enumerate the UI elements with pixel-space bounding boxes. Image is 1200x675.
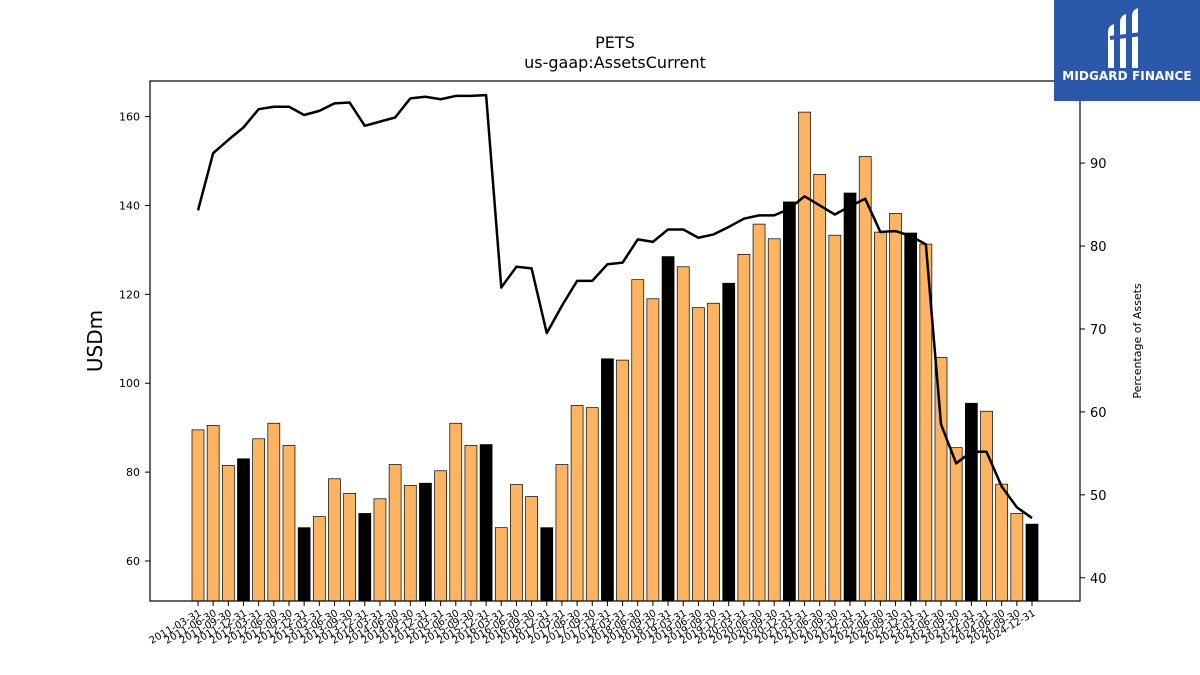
y-axis-label: USDm: [83, 310, 107, 372]
bar-2013-12-31: [358, 513, 372, 602]
bar-2014-03-31: [373, 498, 387, 602]
bar-2020-12-31: [783, 201, 796, 602]
y2-axis-label: Percentage of Assets: [1131, 283, 1144, 399]
bar-2021-06-30: [813, 173, 827, 602]
bar-2011-06-30: [206, 425, 220, 602]
brand-logo: MIDGARD FINANCE: [1054, 0, 1200, 101]
y-tick-label-160: 160: [119, 111, 140, 124]
bar-2024-09-30: [1010, 513, 1024, 602]
bar-2015-12-31: [479, 444, 493, 602]
bar-2011-09-30: [221, 465, 235, 602]
bar-2019-06-30: [692, 307, 705, 602]
bar-2018-06-30: [631, 279, 645, 602]
bar-2014-06-30: [388, 464, 402, 602]
bar-2012-06-30: [267, 422, 281, 602]
y2-tick-label-60: 60: [1090, 406, 1107, 421]
bar-2012-12-31: [297, 527, 311, 602]
bar-2020-06-30: [752, 223, 766, 602]
bar-2018-12-31: [661, 256, 675, 602]
line-series-percentage-of-assets: [196, 93, 1033, 520]
y-tick-label-60: 60: [126, 555, 140, 568]
bar-2021-03-31: [798, 111, 811, 602]
bar-2024-06-30: [995, 483, 1009, 602]
bar-2022-06-30: [874, 231, 887, 602]
bar-2024-12-31: [1025, 523, 1039, 602]
bar-2021-12-31: [843, 192, 857, 602]
bar-2019-09-30: [707, 302, 720, 602]
bar-2016-06-30: [510, 484, 523, 602]
bars-layer: [191, 111, 1039, 602]
bar-2023-09-30: [949, 447, 963, 602]
bar-2021-09-30: [828, 234, 842, 602]
bar-2019-12-31: [722, 282, 736, 602]
y-tick-label-80: 80: [126, 466, 140, 479]
bar-2023-06-30: [934, 357, 948, 602]
y-tick-label-100: 100: [119, 377, 140, 390]
y2-tick-label-80: 80: [1090, 240, 1107, 255]
plot-frame: [149, 80, 1081, 602]
bar-2016-09-30: [525, 496, 538, 602]
bar-2024-03-31: [980, 410, 993, 602]
bar-2019-03-31: [676, 266, 690, 602]
y2-tick-label-70: 70: [1090, 323, 1107, 338]
bar-2016-03-31: [494, 527, 508, 602]
bar-2017-09-30: [585, 407, 599, 602]
bar-2013-03-31: [312, 516, 326, 602]
y-axis-left: 60 80 100 120 140 160: [119, 111, 150, 568]
bar-2022-12-31: [904, 232, 918, 602]
midgard-bars-logo-icon: [1108, 8, 1143, 68]
bar-2020-03-31: [737, 253, 751, 602]
bar-2017-06-30: [570, 405, 584, 602]
x-axis: 2011-03-312011-06-302011-09-302011-12-31…: [148, 601, 1038, 647]
bar-2016-12-31: [540, 527, 554, 602]
bar-2012-09-30: [282, 445, 296, 602]
bar-2014-12-31: [419, 482, 432, 602]
chart-title: PETS: [595, 33, 635, 52]
bar-2018-03-31: [616, 359, 629, 602]
y2-tick-label-90: 90: [1090, 157, 1107, 172]
bar-2014-09-30: [403, 485, 417, 602]
bar-2018-09-30: [646, 298, 660, 602]
y-tick-label-120: 120: [119, 288, 140, 301]
bar-2013-09-30: [343, 493, 356, 602]
bar-2012-03-31: [252, 438, 265, 602]
bar-2020-09-30: [767, 238, 781, 602]
bar-2015-09-30: [464, 445, 478, 602]
bar-2011-03-31: [191, 429, 205, 602]
bar-2011-12-31: [237, 458, 250, 602]
y2-tick-label-40: 40: [1090, 572, 1107, 587]
y-tick-label-140: 140: [119, 199, 140, 212]
line-layer: [196, 93, 1033, 520]
bar-2015-03-31: [434, 470, 447, 602]
bar-2015-06-30: [449, 422, 463, 602]
bar-2022-09-30: [889, 213, 902, 602]
bar-2022-03-31: [858, 156, 872, 602]
bar-2023-12-31: [964, 402, 978, 602]
y-axis-right: 40 50 60 70 80 90: [1080, 157, 1107, 587]
bar-2013-06-30: [328, 478, 341, 602]
chart-subtitle: us-gaap:AssetsCurrent: [524, 53, 706, 72]
y2-tick-label-50: 50: [1090, 489, 1107, 504]
bar-2017-03-31: [555, 464, 569, 602]
bar-2017-12-31: [601, 358, 614, 602]
brand-name: MIDGARD FINANCE: [1062, 69, 1192, 83]
